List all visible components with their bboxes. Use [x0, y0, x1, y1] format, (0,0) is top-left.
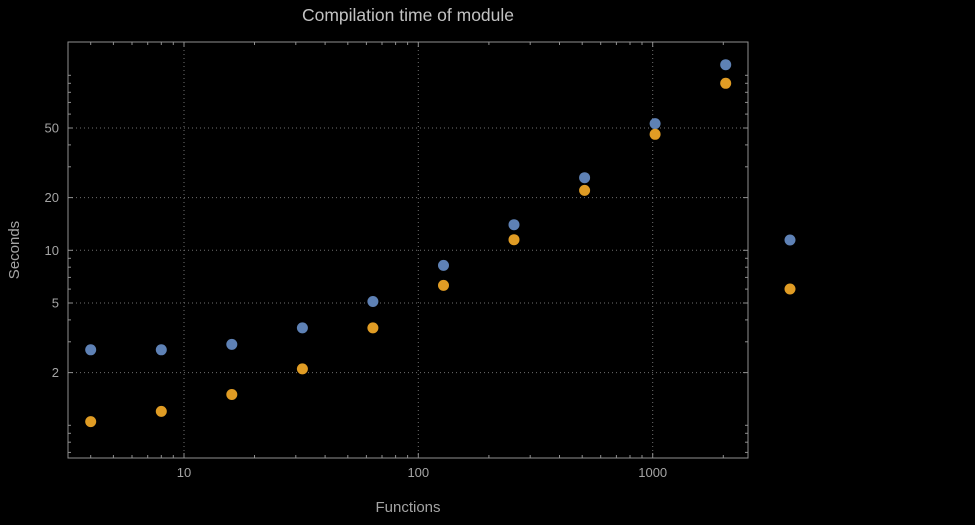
data-point-series-1-blue [508, 219, 520, 231]
data-point-series-2-orange [649, 128, 661, 140]
data-point-series-1-blue [85, 344, 97, 356]
y-tick-label: 10 [45, 243, 59, 258]
data-point-series-2-orange [508, 234, 520, 246]
data-point-series-1-blue [296, 322, 308, 334]
y-tick-label: 5 [52, 296, 59, 311]
x-tick-label: 10 [177, 465, 191, 480]
data-point-series-2-orange [438, 279, 449, 291]
y-tick-label: 20 [45, 190, 59, 205]
data-point-series-2-orange [367, 322, 379, 334]
y-tick-label: 2 [52, 365, 59, 380]
x-tick-label: 1000 [638, 465, 667, 480]
y-axis-label: Seconds [6, 220, 23, 280]
data-point-series-2-orange [720, 77, 732, 89]
data-point-series-1-blue [579, 172, 591, 184]
legend-marker [784, 234, 796, 246]
y-tick-label: 50 [45, 121, 59, 136]
data-point-series-1-blue [226, 338, 238, 350]
data-point-series-1-blue [720, 59, 732, 71]
x-axis-label: Functions [375, 499, 441, 516]
data-point-series-1-blue [649, 118, 661, 130]
data-point-series-2-orange [296, 363, 308, 375]
data-point-series-2-orange [226, 389, 238, 400]
data-point-series-1-blue [438, 259, 449, 271]
chart-title: Compilation time of module [301, 5, 515, 25]
data-point-series-2-orange [85, 416, 97, 428]
data-point-series-1-blue [155, 344, 167, 356]
x-tick-label: 100 [407, 465, 429, 480]
data-point-series-2-orange [579, 184, 591, 196]
data-point-series-1-blue [367, 296, 379, 307]
legend-marker [784, 283, 796, 295]
data-point-series-2-orange [155, 405, 167, 417]
